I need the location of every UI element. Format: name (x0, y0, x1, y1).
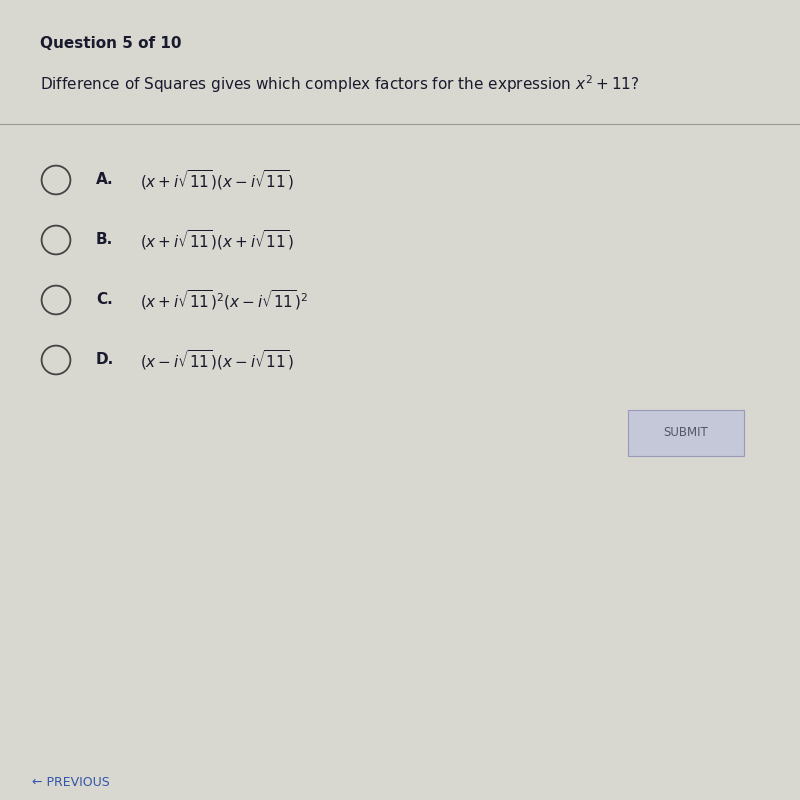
Text: SUBMIT: SUBMIT (664, 426, 708, 439)
Text: Question 5 of 10: Question 5 of 10 (40, 37, 182, 51)
Text: C.: C. (96, 293, 113, 307)
Text: B.: B. (96, 233, 114, 247)
Text: $(x - i\sqrt{11})(x - i\sqrt{11})$: $(x - i\sqrt{11})(x - i\sqrt{11})$ (140, 348, 294, 372)
Text: D.: D. (96, 353, 114, 367)
Text: $(x + i\sqrt{11})^2(x - i\sqrt{11})^2$: $(x + i\sqrt{11})^2(x - i\sqrt{11})^2$ (140, 288, 308, 312)
Text: ← PREVIOUS: ← PREVIOUS (32, 776, 110, 789)
Text: A.: A. (96, 173, 114, 187)
FancyBboxPatch shape (628, 410, 744, 456)
Text: $(x + i\sqrt{11})(x + i\sqrt{11})$: $(x + i\sqrt{11})(x + i\sqrt{11})$ (140, 228, 294, 252)
Text: $(x + i\sqrt{11})(x - i\sqrt{11})$: $(x + i\sqrt{11})(x - i\sqrt{11})$ (140, 168, 294, 192)
Text: Difference of Squares gives which complex factors for the expression $x^2 +11$?: Difference of Squares gives which comple… (40, 73, 639, 95)
